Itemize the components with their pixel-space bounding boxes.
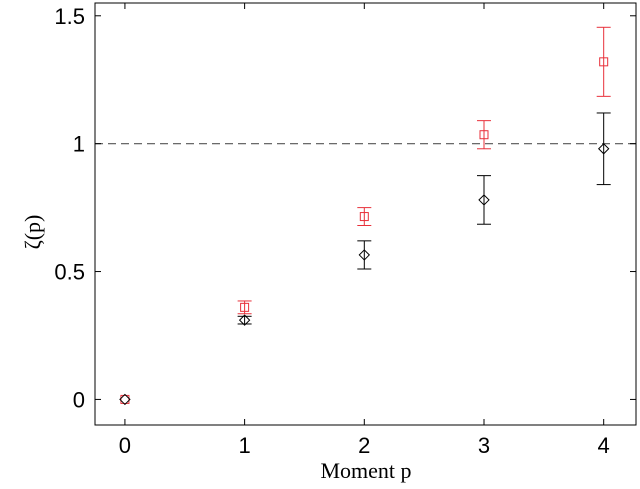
y-tick-label: 1 <box>73 132 85 157</box>
axis-ticks: 0 1 2 3 4 0 0.5 1 1.5 <box>54 3 636 458</box>
data-point-diamond <box>358 249 371 261</box>
data-point-diamond <box>119 393 131 406</box>
plot-area <box>94 2 637 426</box>
data-point-square <box>120 394 130 404</box>
data-point-square <box>479 130 489 140</box>
x-axis-title: Moment p <box>320 458 411 483</box>
x-tick-label: 1 <box>238 433 250 458</box>
x-tick-label: 3 <box>478 433 490 458</box>
data-point-square <box>599 57 609 67</box>
data-point-diamond <box>478 194 490 206</box>
x-tick-label: 0 <box>119 433 131 458</box>
data-point-diamond <box>238 314 251 326</box>
y-tick-label: 0.5 <box>54 260 85 285</box>
data-point-diamond <box>597 143 610 155</box>
y-tick-label: 1.5 <box>54 4 85 29</box>
y-axis-title: ζ(p) <box>20 215 45 250</box>
data-point-square <box>240 302 250 312</box>
axes-frame <box>94 2 637 426</box>
data-point-square <box>359 212 369 222</box>
x-tick-label: 2 <box>358 433 370 458</box>
y-tick-label: 0 <box>73 387 85 412</box>
data-marks <box>119 26 611 406</box>
x-tick-label: 4 <box>598 433 610 458</box>
